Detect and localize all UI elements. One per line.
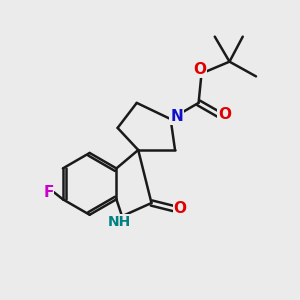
Text: N: N <box>170 109 183 124</box>
Text: NH: NH <box>107 215 131 229</box>
Text: O: O <box>218 107 231 122</box>
Text: O: O <box>173 201 187 216</box>
Text: F: F <box>43 185 54 200</box>
Text: O: O <box>194 62 207 77</box>
